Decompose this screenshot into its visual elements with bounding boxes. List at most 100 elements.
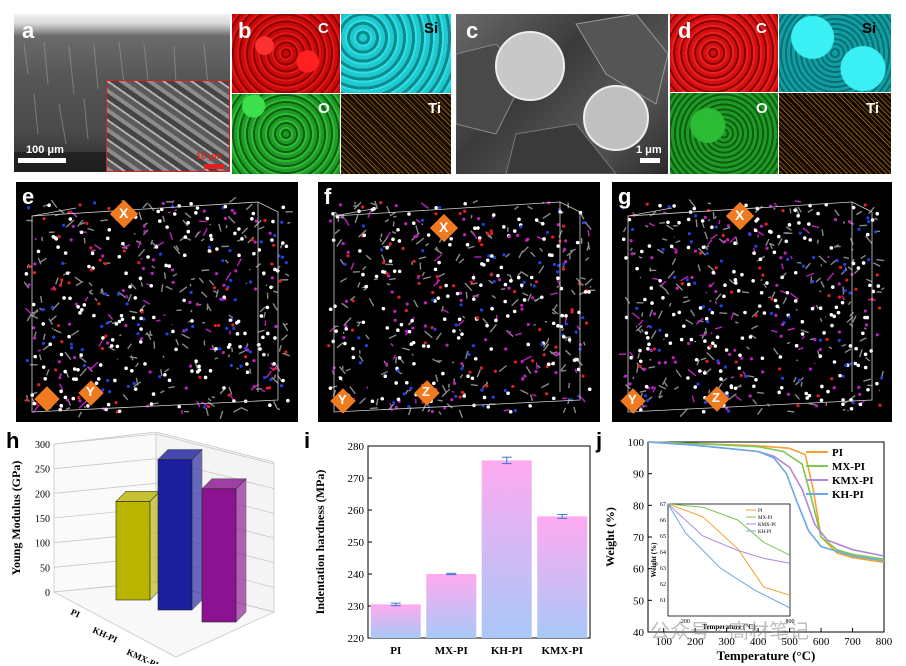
eds-map-ti-b xyxy=(341,94,451,174)
eds-map-si-b xyxy=(341,14,451,93)
panel-label-d: d xyxy=(678,18,692,43)
chart-i-bar xyxy=(537,516,588,638)
panel-label-f: f xyxy=(324,184,332,209)
chart-i-bar xyxy=(370,604,421,638)
chart-j-xtick: 500 xyxy=(781,636,798,648)
chart-h-xtick: KH-PI xyxy=(91,625,119,645)
eds-map-si-d xyxy=(779,14,891,92)
chart-h-ytick: 300 xyxy=(35,440,50,451)
molecule-cloud xyxy=(23,196,293,420)
chart-h-ytick: 100 xyxy=(35,539,50,550)
chart-h-bar xyxy=(115,490,161,601)
eds-label-si-b: Si xyxy=(424,20,439,37)
eds-label-o-d: O xyxy=(756,100,768,117)
eds-label-ti-b: Ti xyxy=(428,100,442,117)
chart-i-xtick: KH-PI xyxy=(491,645,523,657)
chart-j-inset-legend-label: KMX-PI xyxy=(758,523,776,528)
chart-j-inset-legend-label: PI xyxy=(758,509,763,514)
chart-j-legend-label: MX-PI xyxy=(832,461,865,473)
chart-j-xtick: 800 xyxy=(876,636,893,648)
chart-j-ytick: 40 xyxy=(633,627,645,639)
axis-label-f-mid: Z xyxy=(422,384,430,399)
panel-label-j: j xyxy=(596,428,603,453)
chart-j-inset-ytick: 65 xyxy=(660,534,666,540)
chart-j-xtick: 400 xyxy=(750,636,767,648)
chart-j-tga: 40 50 60 70 80 90 100 100 200 300 400 500 600 700 800 T… xyxy=(603,437,893,663)
chart-j-xtick: 700 xyxy=(844,636,861,648)
axis-label-g-top: X xyxy=(735,207,745,223)
eds-label-ti-d: Ti xyxy=(866,100,880,117)
chart-h-young-modulus: 0 50 100 150 200 250 300 Young Modulus (GPa) PI K… xyxy=(9,432,276,664)
chart-j-xtick: 200 xyxy=(687,636,704,648)
chart-j-ytick: 50 xyxy=(633,595,645,607)
scale-bar-inset xyxy=(204,164,224,169)
chart-i-ytick: 280 xyxy=(348,441,365,453)
chart-j-ylabel: Weight (%) xyxy=(603,507,617,567)
molecule-cloud xyxy=(327,199,596,419)
chart-i-ytick: 240 xyxy=(348,569,365,581)
panel-label-e: e xyxy=(22,184,35,209)
chart-i-ytick: 250 xyxy=(348,537,365,549)
scale-bar-main-label: 100 μm xyxy=(26,144,64,156)
chart-i-xtick: PI xyxy=(390,645,401,657)
chart-j-inset-legend-label: KH-PI xyxy=(758,530,772,535)
chart-i-errorbar xyxy=(446,572,457,576)
chart-h-ytick: 250 xyxy=(35,465,50,476)
panel-label-g: g xyxy=(618,184,632,209)
chart-j-ytick: 100 xyxy=(628,437,645,449)
eds-label-o-b: O xyxy=(318,100,330,117)
chart-j-inset-xlabel: Temperature (°C) xyxy=(702,623,756,631)
chart-j-xtick: 600 xyxy=(813,636,830,648)
scale-bar-c-label: 1 μm xyxy=(636,144,662,156)
simulation-box-outline xyxy=(31,201,279,413)
chart-j-inset-ytick: 62 xyxy=(660,582,666,588)
chart-i-errorbar xyxy=(557,513,568,519)
sem-image-a xyxy=(14,14,230,172)
simulation-box-outline xyxy=(333,201,581,413)
chart-h-ytick: 0 xyxy=(45,588,50,599)
sem-inset xyxy=(106,80,230,172)
chart-h-ytick: 50 xyxy=(40,563,50,574)
axis-label-f-left: Y xyxy=(338,392,347,407)
molecule-cloud xyxy=(618,199,885,418)
md-box-g xyxy=(612,182,892,422)
chart-i-xtick: MX-PI xyxy=(435,645,468,657)
chart-i-ytick: 220 xyxy=(348,633,365,645)
eds-map-o-d xyxy=(670,93,778,174)
chart-j-ytick: 90 xyxy=(633,469,645,481)
chart-j-series-line xyxy=(647,441,885,560)
chart-h-xtick: PI xyxy=(69,607,82,620)
chart-i-bar xyxy=(481,460,532,638)
chart-j-inset-xtick: 200 xyxy=(681,619,690,625)
chart-i-errorbar xyxy=(501,456,512,465)
chart-j-legend-label: KH-PI xyxy=(832,489,864,501)
panel-label-a: a xyxy=(22,18,35,43)
chart-j-inset-legend: PI MX-PI KMX-PI KH-PI xyxy=(746,509,776,535)
chart-h-xtick: KMX-PI xyxy=(125,647,160,664)
md-box-e xyxy=(16,182,298,422)
md-box-f xyxy=(318,182,600,422)
eds-map-o-b xyxy=(232,94,340,174)
chart-h-bar xyxy=(201,478,247,623)
chart-j-inset-ytick: 61 xyxy=(660,598,666,604)
chart-j-xtick: 100 xyxy=(655,636,672,648)
chart-j-inset-line xyxy=(667,503,791,609)
panel-label-i: i xyxy=(304,428,311,453)
chart-h-ytick: 150 xyxy=(35,514,50,525)
eds-map-c-b xyxy=(232,14,340,93)
chart-j-xtick: 300 xyxy=(718,636,735,648)
chart-j-inset-line xyxy=(667,503,791,596)
chart-i-bar xyxy=(426,574,477,638)
chart-i-ytick: 260 xyxy=(348,505,365,517)
chart-i-ytick: 270 xyxy=(348,473,365,485)
axis-label-e-top: X xyxy=(119,205,129,221)
chart-j-inset-xtick: 800 xyxy=(786,619,795,625)
eds-map-ti-d xyxy=(779,93,891,174)
scale-bar-c xyxy=(640,158,660,163)
panel-label-c: c xyxy=(466,18,479,43)
chart-j-legend-label: KMX-PI xyxy=(832,475,874,487)
eds-label-c-d: C xyxy=(756,20,767,37)
chart-j-ytick: 60 xyxy=(633,564,645,576)
chart-h-ylabel: Young Modulus (GPa) xyxy=(9,461,23,576)
chart-j-inset-ytick: 64 xyxy=(660,550,666,556)
